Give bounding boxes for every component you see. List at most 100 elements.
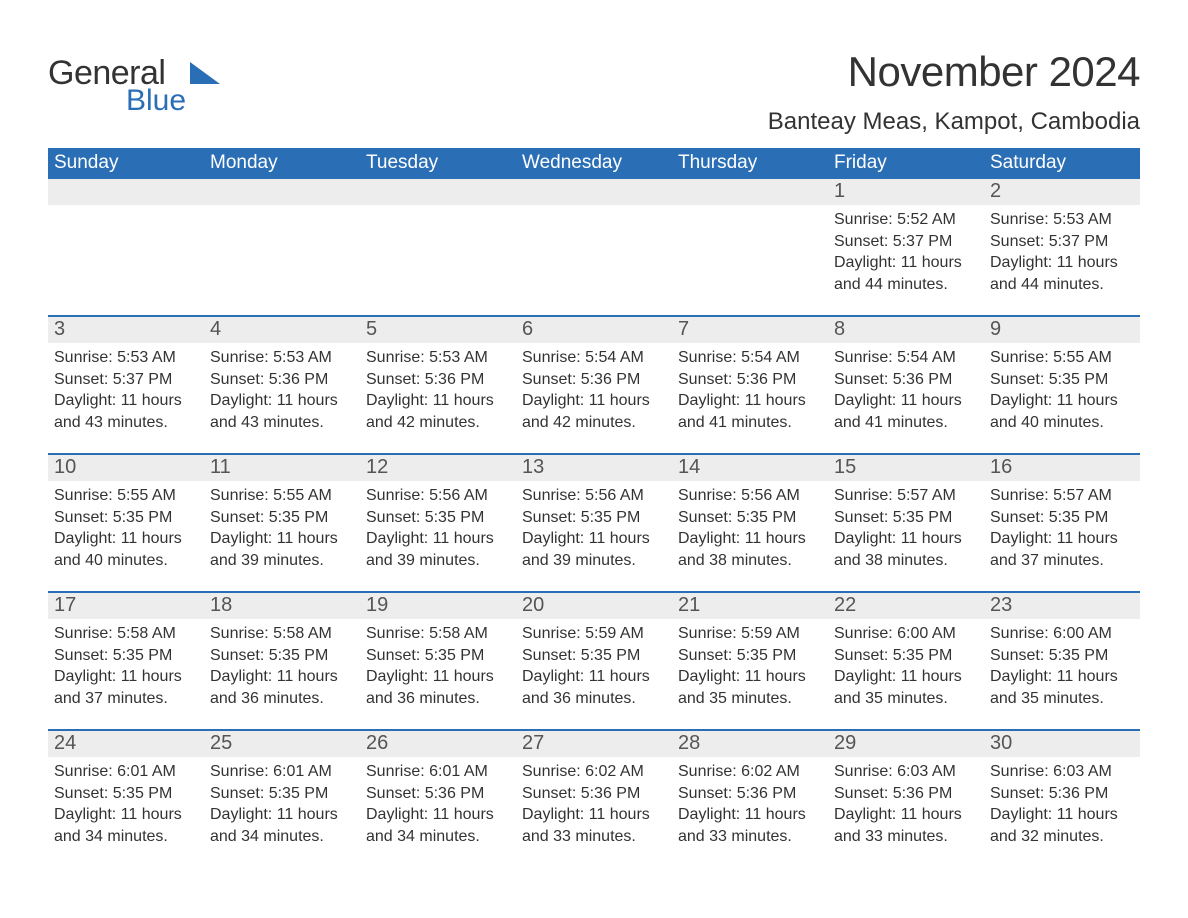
sunset-text: Sunset: 5:36 PM [366,783,510,805]
daylight-text: Daylight: 11 hours and 37 minutes. [990,528,1134,571]
sunrise-text: Sunrise: 5:55 AM [54,485,198,507]
calendar-day: 18Sunrise: 5:58 AMSunset: 5:35 PMDayligh… [204,593,360,711]
calendar-week: 3Sunrise: 5:53 AMSunset: 5:37 PMDaylight… [48,315,1140,435]
calendar-day: 21Sunrise: 5:59 AMSunset: 5:35 PMDayligh… [672,593,828,711]
day-details: Sunrise: 5:53 AMSunset: 5:37 PMDaylight:… [984,205,1140,295]
sunset-text: Sunset: 5:37 PM [834,231,978,253]
day-number: 2 [984,179,1140,205]
sunrise-text: Sunrise: 5:57 AM [990,485,1134,507]
calendar-day: 6Sunrise: 5:54 AMSunset: 5:36 PMDaylight… [516,317,672,435]
weekday-header: Wednesday [516,148,672,179]
sunset-text: Sunset: 5:35 PM [522,507,666,529]
sunrise-text: Sunrise: 5:55 AM [990,347,1134,369]
daylight-text: Daylight: 11 hours and 38 minutes. [678,528,822,571]
daylight-text: Daylight: 11 hours and 42 minutes. [522,390,666,433]
sunrise-text: Sunrise: 6:03 AM [834,761,978,783]
sunset-text: Sunset: 5:35 PM [366,507,510,529]
day-details: Sunrise: 6:01 AMSunset: 5:35 PMDaylight:… [204,757,360,847]
daylight-text: Daylight: 11 hours and 32 minutes. [990,804,1134,847]
weekday-header-row: Sunday Monday Tuesday Wednesday Thursday… [48,148,1140,179]
sunset-text: Sunset: 5:35 PM [54,507,198,529]
day-details: Sunrise: 5:58 AMSunset: 5:35 PMDaylight:… [204,619,360,709]
day-number [360,179,516,205]
weeks-container: 1Sunrise: 5:52 AMSunset: 5:37 PMDaylight… [48,179,1140,849]
calendar-day: 27Sunrise: 6:02 AMSunset: 5:36 PMDayligh… [516,731,672,849]
calendar-day: 20Sunrise: 5:59 AMSunset: 5:35 PMDayligh… [516,593,672,711]
calendar-day: 14Sunrise: 5:56 AMSunset: 5:35 PMDayligh… [672,455,828,573]
day-details: Sunrise: 5:54 AMSunset: 5:36 PMDaylight:… [516,343,672,433]
sunset-text: Sunset: 5:35 PM [990,369,1134,391]
sunset-text: Sunset: 5:35 PM [54,645,198,667]
calendar-day [48,179,204,297]
weekday-header: Tuesday [360,148,516,179]
day-details: Sunrise: 5:56 AMSunset: 5:35 PMDaylight:… [360,481,516,571]
daylight-text: Daylight: 11 hours and 35 minutes. [990,666,1134,709]
brand-text-block: General Blue [48,56,186,116]
calendar-day: 11Sunrise: 5:55 AMSunset: 5:35 PMDayligh… [204,455,360,573]
calendar-day: 3Sunrise: 5:53 AMSunset: 5:37 PMDaylight… [48,317,204,435]
day-details: Sunrise: 5:55 AMSunset: 5:35 PMDaylight:… [204,481,360,571]
day-number: 17 [48,593,204,619]
weekday-header: Thursday [672,148,828,179]
day-number: 8 [828,317,984,343]
brand-logo: General Blue [48,48,224,116]
daylight-text: Daylight: 11 hours and 43 minutes. [54,390,198,433]
day-details: Sunrise: 5:54 AMSunset: 5:36 PMDaylight:… [672,343,828,433]
day-number: 15 [828,455,984,481]
day-details: Sunrise: 5:54 AMSunset: 5:36 PMDaylight:… [828,343,984,433]
daylight-text: Daylight: 11 hours and 39 minutes. [522,528,666,571]
day-details: Sunrise: 6:00 AMSunset: 5:35 PMDaylight:… [828,619,984,709]
sunrise-text: Sunrise: 6:01 AM [210,761,354,783]
daylight-text: Daylight: 11 hours and 36 minutes. [522,666,666,709]
daylight-text: Daylight: 11 hours and 38 minutes. [834,528,978,571]
day-number: 5 [360,317,516,343]
sunrise-text: Sunrise: 5:57 AM [834,485,978,507]
sunset-text: Sunset: 5:35 PM [834,507,978,529]
calendar-day: 1Sunrise: 5:52 AMSunset: 5:37 PMDaylight… [828,179,984,297]
location-subtitle: Banteay Meas, Kampot, Cambodia [768,108,1140,136]
day-number: 11 [204,455,360,481]
sunrise-text: Sunrise: 5:58 AM [210,623,354,645]
day-number [48,179,204,205]
sunrise-text: Sunrise: 5:58 AM [54,623,198,645]
daylight-text: Daylight: 11 hours and 42 minutes. [366,390,510,433]
day-number: 10 [48,455,204,481]
daylight-text: Daylight: 11 hours and 33 minutes. [522,804,666,847]
daylight-text: Daylight: 11 hours and 35 minutes. [678,666,822,709]
calendar-week: 10Sunrise: 5:55 AMSunset: 5:35 PMDayligh… [48,453,1140,573]
day-details: Sunrise: 5:53 AMSunset: 5:37 PMDaylight:… [48,343,204,433]
daylight-text: Daylight: 11 hours and 35 minutes. [834,666,978,709]
day-number: 18 [204,593,360,619]
sunset-text: Sunset: 5:35 PM [678,645,822,667]
daylight-text: Daylight: 11 hours and 34 minutes. [366,804,510,847]
sunrise-text: Sunrise: 5:59 AM [678,623,822,645]
calendar-day: 12Sunrise: 5:56 AMSunset: 5:35 PMDayligh… [360,455,516,573]
weekday-header: Monday [204,148,360,179]
sunrise-text: Sunrise: 5:55 AM [210,485,354,507]
header: General Blue November 2024 Banteay Meas,… [48,48,1140,136]
sunrise-text: Sunrise: 6:03 AM [990,761,1134,783]
sunrise-text: Sunrise: 5:56 AM [522,485,666,507]
calendar-day: 22Sunrise: 6:00 AMSunset: 5:35 PMDayligh… [828,593,984,711]
day-details: Sunrise: 6:03 AMSunset: 5:36 PMDaylight:… [828,757,984,847]
calendar-day: 24Sunrise: 6:01 AMSunset: 5:35 PMDayligh… [48,731,204,849]
sunrise-text: Sunrise: 6:02 AM [678,761,822,783]
day-number: 20 [516,593,672,619]
day-details [360,205,516,209]
sunrise-text: Sunrise: 5:56 AM [366,485,510,507]
sunrise-text: Sunrise: 5:53 AM [54,347,198,369]
calendar-day: 26Sunrise: 6:01 AMSunset: 5:36 PMDayligh… [360,731,516,849]
day-number: 3 [48,317,204,343]
day-number: 1 [828,179,984,205]
day-number: 29 [828,731,984,757]
daylight-text: Daylight: 11 hours and 40 minutes. [54,528,198,571]
daylight-text: Daylight: 11 hours and 41 minutes. [834,390,978,433]
daylight-text: Daylight: 11 hours and 36 minutes. [210,666,354,709]
day-details: Sunrise: 5:58 AMSunset: 5:35 PMDaylight:… [48,619,204,709]
sunset-text: Sunset: 5:36 PM [990,783,1134,805]
calendar-week: 1Sunrise: 5:52 AMSunset: 5:37 PMDaylight… [48,179,1140,297]
day-number: 12 [360,455,516,481]
day-number: 9 [984,317,1140,343]
sunrise-text: Sunrise: 6:01 AM [54,761,198,783]
sunset-text: Sunset: 5:36 PM [522,369,666,391]
